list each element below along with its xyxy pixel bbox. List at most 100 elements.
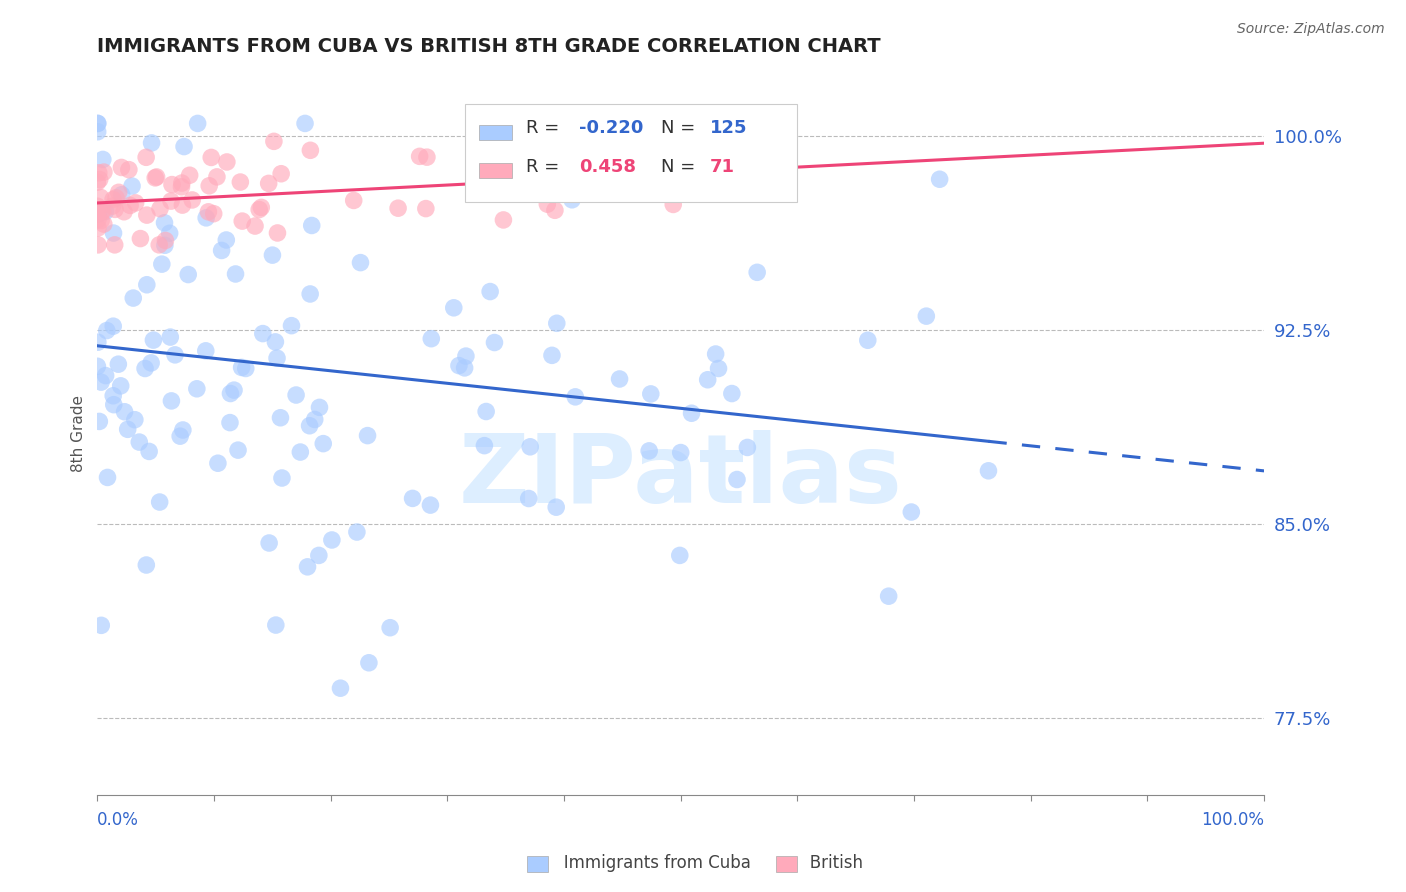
- Text: N =: N =: [661, 158, 700, 176]
- Point: [517, 491, 540, 506]
- Point: [200, 151, 222, 165]
- Point: [160, 178, 183, 192]
- Point: [294, 116, 316, 130]
- Point: [124, 195, 146, 210]
- Point: [197, 204, 219, 219]
- Point: [443, 301, 465, 315]
- Point: [141, 136, 163, 150]
- Point: [215, 233, 238, 247]
- Point: [90, 204, 112, 219]
- Point: [531, 161, 554, 176]
- Point: [114, 405, 136, 419]
- Point: [928, 172, 950, 186]
- Point: [111, 187, 134, 202]
- Point: [90, 375, 112, 389]
- Point: [198, 178, 221, 193]
- Point: [299, 144, 322, 158]
- Point: [135, 208, 157, 222]
- Point: [453, 360, 475, 375]
- Text: 125: 125: [710, 120, 748, 137]
- Point: [243, 219, 266, 233]
- Point: [159, 330, 181, 344]
- Point: [90, 618, 112, 632]
- Point: [544, 203, 567, 218]
- Point: [101, 193, 124, 207]
- Point: [107, 186, 129, 200]
- Point: [96, 470, 118, 484]
- Point: [252, 326, 274, 341]
- Point: [87, 335, 110, 350]
- Point: [271, 471, 294, 485]
- Point: [202, 207, 225, 221]
- Point: [195, 211, 218, 225]
- Point: [541, 348, 564, 362]
- Point: [207, 456, 229, 470]
- Point: [356, 428, 378, 442]
- Point: [86, 125, 108, 139]
- Point: [479, 285, 502, 299]
- Point: [104, 238, 127, 252]
- Point: [856, 333, 879, 347]
- Point: [285, 388, 308, 402]
- Point: [153, 238, 176, 252]
- Point: [90, 190, 112, 204]
- Point: [134, 361, 156, 376]
- Point: [112, 204, 135, 219]
- Point: [103, 389, 125, 403]
- Bar: [479, 125, 512, 140]
- Point: [420, 332, 443, 346]
- Point: [297, 559, 319, 574]
- Point: [263, 134, 285, 148]
- Point: [609, 372, 631, 386]
- Point: [231, 360, 253, 375]
- Point: [124, 413, 146, 427]
- Point: [231, 214, 253, 228]
- Point: [304, 412, 326, 426]
- Point: [86, 116, 108, 130]
- Point: [264, 618, 287, 632]
- Point: [519, 440, 541, 454]
- Point: [401, 491, 423, 506]
- Point: [264, 334, 287, 349]
- Point: [225, 267, 247, 281]
- Point: [229, 175, 252, 189]
- Point: [378, 621, 401, 635]
- Point: [280, 318, 302, 333]
- Point: [513, 180, 536, 194]
- Point: [900, 505, 922, 519]
- Text: N =: N =: [661, 120, 700, 137]
- Point: [640, 387, 662, 401]
- Point: [235, 361, 257, 376]
- Point: [346, 524, 368, 539]
- Point: [89, 414, 111, 428]
- Point: [93, 217, 115, 231]
- Point: [222, 383, 245, 397]
- Point: [301, 219, 323, 233]
- Point: [91, 153, 114, 167]
- Point: [266, 226, 288, 240]
- Point: [668, 549, 690, 563]
- Point: [172, 198, 194, 212]
- Point: [153, 216, 176, 230]
- Point: [474, 439, 496, 453]
- Point: [87, 221, 110, 235]
- Text: 71: 71: [710, 158, 735, 176]
- Point: [662, 197, 685, 211]
- Point: [169, 429, 191, 443]
- Text: R =: R =: [526, 120, 565, 137]
- Point: [139, 356, 162, 370]
- Point: [138, 444, 160, 458]
- Point: [546, 316, 568, 330]
- Point: [349, 255, 371, 269]
- Point: [877, 589, 900, 603]
- Point: [86, 199, 108, 213]
- Point: [415, 202, 437, 216]
- Point: [721, 386, 744, 401]
- Point: [163, 348, 186, 362]
- Point: [247, 202, 270, 217]
- Point: [91, 204, 114, 219]
- Point: [148, 238, 170, 252]
- Point: [312, 436, 335, 450]
- Point: [149, 495, 172, 509]
- Text: -0.220: -0.220: [579, 120, 644, 137]
